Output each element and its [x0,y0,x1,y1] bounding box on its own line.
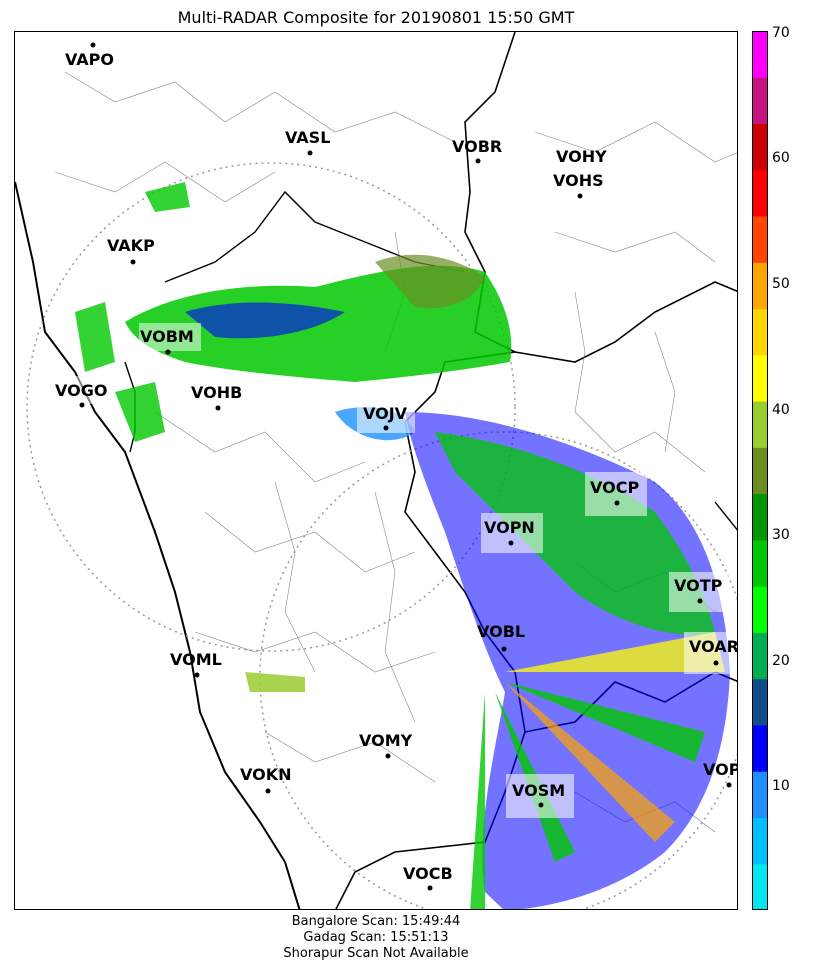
coastline [15,181,301,909]
station-dot [79,402,85,408]
station-dot [726,782,732,788]
station-dot [215,405,221,411]
scan-line-gadag: Gadag Scan: 15:51:13 [303,930,449,945]
colorbar-tick: 70 [772,25,790,41]
radar-echoes [75,182,730,909]
radar-map[interactable]: VAPO VASL VOBR VOHY VOHS VAKP VOBM VOGO … [14,31,738,910]
station-label: VAKP [107,236,155,255]
colorbar-band [752,771,768,818]
station-label: VOHS [553,171,604,190]
colorbar-band [752,863,768,910]
station-dot [165,349,171,355]
station-label: VAPO [65,50,114,69]
station-label: VOJV [363,404,408,423]
station-label: VOGO [55,381,107,400]
station-label: VOML [170,650,222,669]
station-label: VOBL [477,622,525,641]
station-label: VASL [285,128,330,147]
station-dot [194,672,200,678]
colorbar-tick: 40 [772,402,790,418]
station-dot [383,425,389,431]
station-dot [427,885,433,891]
station-label: VOPN [484,518,535,537]
colorbar-tick: 30 [772,527,790,543]
station-label: VOAR [689,637,738,656]
colorbar-band [752,31,768,78]
station-dot [614,500,620,506]
station-dot [90,42,96,48]
map-title: Multi-RADAR Composite for 20190801 15:50… [177,8,575,27]
colorbar-band [752,817,768,865]
colorbar-band [752,216,768,263]
scan-line-bangalore: Bangalore Scan: 15:49:44 [291,914,461,929]
colorbar-band [752,724,768,772]
station-dot [307,150,313,156]
colorbar-band [752,678,768,726]
colorbar-tick: 10 [772,778,790,794]
station-label: VOKN [240,765,292,784]
colorbar-band [752,447,768,495]
station-dot [538,802,544,808]
colorbar-tick: 50 [772,276,790,292]
station-dot [697,598,703,604]
station-label: VOMY [359,731,413,750]
colorbar-band [752,262,768,310]
station-dot [130,259,136,265]
colorbar-band [752,77,768,125]
colorbar-band [752,123,768,171]
station-markers: VAPO VASL VOBR VOHY VOHS VAKP VOBM VOGO … [53,42,738,891]
colorbar-band [752,169,768,217]
colorbar-tick: 60 [772,150,790,166]
station-dot [501,646,507,652]
station-label: VOCB [403,864,453,883]
map-canvas: VAPO VASL VOBR VOHY VOHS VAKP VOBM VOGO … [15,32,738,909]
colorbar-band [752,401,768,448]
station-dot [265,788,271,794]
colorbar-bands [752,31,768,910]
station-dot [577,193,583,199]
colorbar-band [752,493,768,541]
station-label: VOCP [590,478,639,497]
colorbar-tick: 20 [772,653,790,669]
scan-info: Bangalore Scan: 15:49:44 Gadag Scan: 15:… [14,914,738,962]
colorbar-band [752,354,768,402]
colorbar-band [752,586,768,633]
colorbar-band [752,539,768,587]
station-dot [713,660,719,666]
station-label: VOSM [512,781,565,800]
scan-line-shorapur: Shorapur Scan Not Available [283,946,469,961]
station-dot [385,753,391,759]
station-dot [508,540,514,546]
colorbar-band [752,308,768,356]
state-border [714,501,737,531]
station-label: VOHY [556,147,607,166]
colorbar-band [752,632,768,680]
colorbar [752,31,768,910]
station-label: VOPC [703,760,738,779]
station-dot [475,158,481,164]
radar-range-ring [26,162,516,652]
station-label: VOTP [674,576,723,595]
station-label: VOHB [191,383,242,402]
state-border [514,281,737,363]
station-label: VOBM [140,327,194,346]
station-label: VOBR [452,137,502,156]
